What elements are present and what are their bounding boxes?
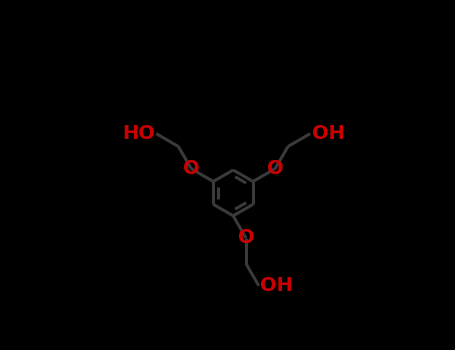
Text: OH: OH xyxy=(312,124,344,143)
Text: OH: OH xyxy=(260,276,293,295)
Text: O: O xyxy=(183,159,199,178)
Text: O: O xyxy=(267,159,283,178)
Text: HO: HO xyxy=(122,124,155,143)
Text: O: O xyxy=(238,229,254,247)
